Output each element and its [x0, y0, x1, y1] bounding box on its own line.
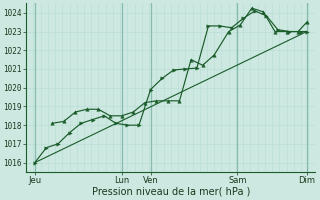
X-axis label: Pression niveau de la mer( hPa ): Pression niveau de la mer( hPa ) [92, 187, 250, 197]
